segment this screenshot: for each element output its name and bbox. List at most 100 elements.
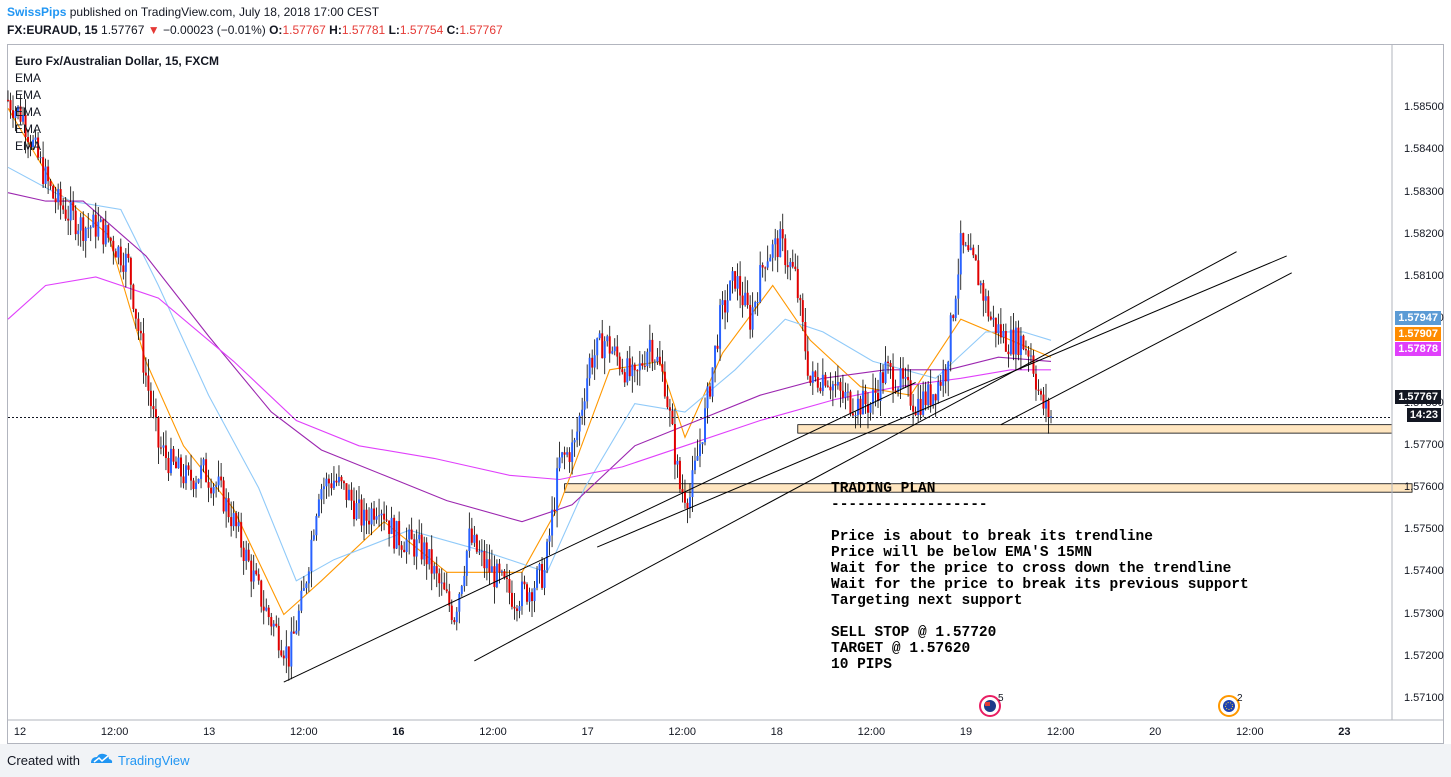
candle-body [470,528,473,543]
candle [548,528,551,556]
legend-ema-2[interactable]: EMA [15,88,42,102]
candle-body [520,581,523,607]
candle-body [498,563,501,573]
candle-body [250,560,253,582]
candle-body [337,476,340,483]
candle-body [724,300,727,313]
time-axis-tick: 12 [13,726,27,738]
candle-body [180,457,182,477]
legend-ema-1[interactable]: EMA [15,71,42,85]
candle [658,340,661,366]
candle-body [1032,355,1035,374]
candle-body [355,503,358,520]
candle-body [804,321,807,352]
time-axis-tick: 12:00 [479,726,507,738]
australia-flag-event-icon[interactable]: 5 [978,693,1004,724]
candle [320,483,323,514]
candle [17,105,20,120]
eurozone-flag-event-icon[interactable]: 2 [1217,693,1243,724]
candle [556,457,559,528]
candle-body [598,333,601,339]
trendline-3 [597,255,1287,548]
candle-body [1047,400,1050,418]
candle [520,572,523,615]
candle-body [964,245,967,247]
candle [586,364,589,409]
author-link[interactable]: SwissPips [7,5,67,19]
candle [972,244,975,259]
candle-body [312,535,315,540]
candle [463,565,466,592]
candle [195,475,198,498]
candle-body [1027,350,1030,357]
candle [405,527,408,564]
candle [909,369,912,411]
candle-body [987,296,990,317]
candle-body [784,238,787,266]
candle [1002,323,1005,344]
candle-body [393,517,396,549]
candle [1032,349,1035,377]
candle [297,604,300,636]
candle [152,390,155,419]
candle-body [997,324,1000,334]
candle [450,599,453,625]
candle-body [124,253,127,272]
candle [786,250,789,280]
candle [475,533,478,554]
tradingview-logo-icon[interactable] [88,751,114,772]
candle [784,234,787,274]
candle-body [932,394,935,406]
candle [1004,323,1007,352]
candle [736,263,739,301]
time-axis-tick: 18 [770,726,783,738]
legend-ema-3[interactable]: EMA [15,105,42,119]
legend-ema-4[interactable]: EMA [15,122,42,136]
candle [623,368,626,388]
candle [1037,379,1040,395]
candle [172,446,175,466]
candle [19,95,22,125]
price-axis-tick: 1.57100 [1404,691,1444,704]
candle-body [1017,327,1020,356]
legend-ema-5[interactable]: EMA [15,139,42,153]
candle-body [774,238,777,245]
candle-body [884,361,887,383]
chart-frame[interactable] [7,44,1444,744]
candle [729,280,732,301]
candle [353,487,355,527]
candle [277,617,280,659]
candle [57,183,60,210]
candle [174,456,177,469]
candle [794,253,797,272]
candle [315,513,318,541]
candle-body [1022,335,1025,350]
candle-body [824,374,827,386]
candle [914,406,917,417]
candle [84,226,87,258]
candle-body [72,202,75,211]
candle-body [894,390,897,392]
candle [601,319,604,359]
candle [408,524,411,555]
candle [759,251,762,304]
candle-body [119,246,122,266]
candle-body [388,520,391,534]
candle-body [420,534,423,560]
candle-body [129,257,132,285]
trading-plan-note[interactable]: TRADING PLAN ------------------ Price is… [831,481,1249,673]
candle-body [47,166,50,182]
candle [1039,388,1042,401]
candle-body [726,300,729,313]
candle-body [240,522,243,548]
high-value: 1.57781 [341,23,386,37]
candle-body [12,110,15,118]
tradingview-link[interactable]: TradingView [118,753,190,768]
candle [919,384,922,421]
candle-body [779,229,782,258]
candle [169,437,172,476]
candle [992,305,995,327]
candle [731,267,734,294]
candle-body [801,300,804,322]
